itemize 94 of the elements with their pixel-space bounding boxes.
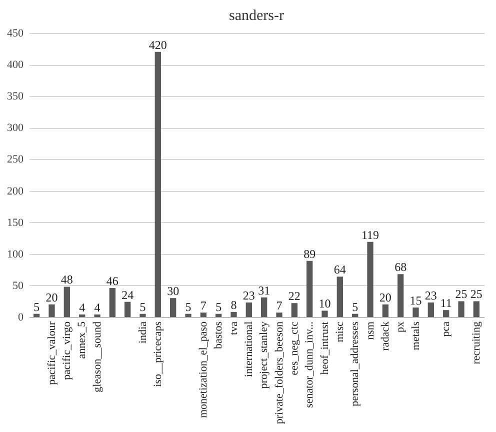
x-tick-label: monetization_el_paso	[197, 321, 210, 418]
bar	[48, 304, 55, 317]
data-label: 68	[394, 260, 407, 274]
x-tick-label: project_stanley	[258, 321, 270, 389]
bar	[185, 314, 192, 317]
x-tick-label: iso__pricecaps	[152, 322, 164, 387]
y-tick-label: 400	[7, 59, 24, 72]
x-tick-label: annex_5	[76, 321, 88, 359]
data-label: 25	[470, 287, 482, 302]
data-label: 7	[200, 298, 206, 313]
bar	[276, 312, 282, 317]
x-tick-label: bastos	[212, 322, 225, 349]
bar	[443, 310, 450, 317]
data-label: 5	[352, 300, 358, 314]
bar	[216, 314, 222, 317]
x-tick-label: heof_intrust	[318, 322, 331, 375]
data-label: 5	[216, 300, 222, 314]
data-label: 4	[94, 300, 100, 314]
x-tick-label: misc	[334, 321, 346, 342]
data-label: 46	[106, 274, 118, 288]
x-tick-label: private_folders_beeson	[273, 321, 286, 424]
x-tick-label: metals	[410, 322, 422, 350]
data-label: 23	[242, 288, 255, 302]
bar	[412, 308, 419, 317]
data-label: 4	[79, 300, 86, 314]
data-label: 48	[60, 272, 73, 287]
x-tick-label: px	[394, 321, 407, 332]
y-tick-label: 250	[7, 154, 24, 166]
x-tick-label: international	[242, 322, 255, 378]
data-label: 119	[361, 228, 380, 242]
data-label: 23	[424, 288, 437, 302]
bar	[200, 312, 206, 317]
bar	[154, 52, 161, 317]
bar	[291, 303, 298, 317]
x-tick-label: tva	[228, 321, 240, 335]
y-tick-label: 0	[18, 312, 24, 324]
x-tick-label: nsm	[364, 321, 376, 340]
x-tick-label: pca	[440, 321, 452, 337]
data-label: 24	[122, 288, 134, 302]
data-label: 11	[440, 296, 452, 310]
data-label: 5	[34, 300, 40, 314]
bar	[336, 276, 343, 317]
y-tick-label: 350	[7, 90, 24, 103]
bar	[124, 302, 131, 317]
data-label: 22	[288, 289, 300, 304]
bar	[246, 302, 252, 317]
x-tick-label: senator_dunn_inv...	[304, 321, 316, 408]
x-tick-label: india	[136, 321, 149, 344]
bar	[322, 310, 328, 317]
data-label: 8	[230, 298, 237, 312]
bar	[109, 288, 116, 317]
x-tick-label: pacific_virgo	[60, 321, 73, 380]
x-tick-label: pacific_valour	[46, 321, 58, 386]
data-label: 5	[185, 300, 192, 314]
bar	[170, 298, 176, 317]
y-tick-label: 450	[7, 28, 24, 40]
data-label: 420	[148, 38, 167, 52]
x-tick-label: ees_neg_ctc	[288, 321, 300, 376]
y-tick-label: 150	[7, 216, 24, 229]
data-label: 5	[140, 300, 146, 314]
bar	[261, 297, 268, 317]
y-tick-label: 200	[7, 185, 24, 198]
bar	[34, 314, 40, 317]
bar	[473, 301, 480, 317]
bar	[94, 314, 100, 317]
bar	[230, 312, 237, 317]
bar	[79, 314, 86, 317]
y-tick-label: 100	[7, 248, 24, 260]
data-label: 64	[334, 262, 346, 277]
bar	[306, 260, 313, 317]
bar	[458, 301, 464, 317]
data-label: 25	[455, 287, 468, 302]
bar	[398, 274, 404, 317]
x-tick-label: personal_addresses	[349, 322, 362, 406]
data-label: 15	[410, 294, 422, 308]
data-label: 31	[258, 283, 270, 298]
chart-title: sanders-r	[229, 8, 284, 24]
y-tick-label: 50	[12, 280, 24, 292]
data-label: 30	[167, 284, 180, 298]
bar	[64, 286, 70, 317]
bar	[382, 304, 388, 317]
data-label: 10	[318, 296, 331, 311]
bar	[140, 314, 146, 317]
bar	[428, 302, 434, 317]
data-label: 7	[276, 298, 282, 313]
bar	[367, 242, 374, 317]
data-label: 89	[304, 246, 316, 261]
y-tick-label: 300	[7, 122, 24, 134]
data-label: 20	[46, 290, 58, 304]
x-tick-label: recruiting	[470, 321, 482, 364]
x-tick-label: radack	[379, 321, 392, 351]
bar	[352, 314, 358, 317]
x-tick-label: gleason__sound	[91, 321, 104, 392]
data-label: 20	[379, 290, 392, 304]
